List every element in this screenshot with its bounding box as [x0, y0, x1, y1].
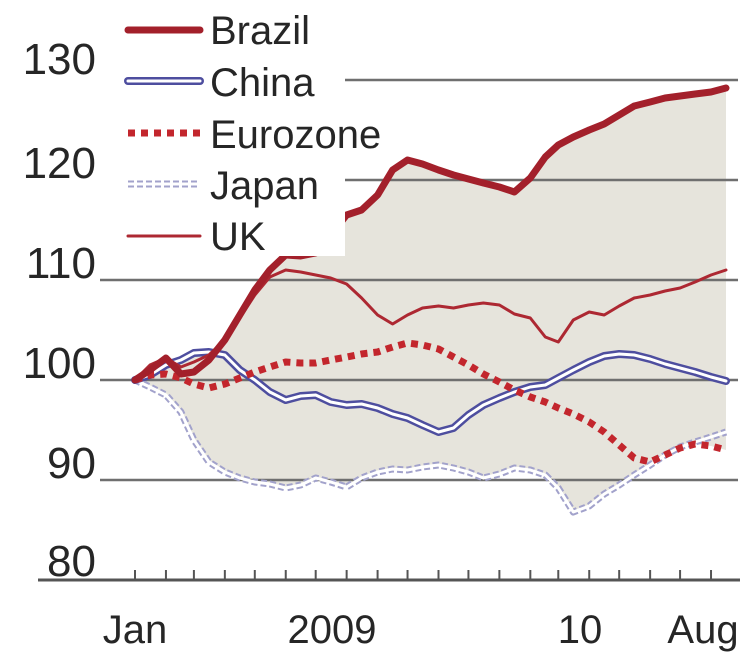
range-band [135, 88, 726, 512]
series-brazil [131, 84, 730, 384]
y-tick-label: 120 [23, 139, 96, 188]
series-line-brazil [131, 84, 730, 384]
series-china [131, 348, 730, 436]
legend-label-china: China [210, 61, 315, 105]
y-tick-label: 130 [23, 35, 96, 84]
legend: Brazil China Eurozone Japan UK [100, 0, 381, 259]
legend-label-brazil: Brazil [210, 9, 310, 53]
series-japan [133, 376, 728, 516]
x-tick-label: 10 [558, 608, 603, 652]
range-band-area [135, 88, 726, 512]
x-tick-label: Jan [103, 608, 168, 652]
series-line-china-inner [133, 350, 728, 434]
series-lines [131, 84, 730, 516]
y-tick-label: 110 [26, 239, 96, 288]
series-line-eurozone [133, 339, 727, 466]
y-tick-label: 90 [47, 439, 96, 488]
y-tick-label: 100 [23, 339, 96, 388]
y-axis-labels: 80 90 100 110 120 130 [23, 35, 96, 586]
series-eurozone [133, 339, 727, 466]
legend-background [100, 0, 345, 256]
x-tick-label: 2009 [288, 608, 377, 652]
series-line-japan-inner [133, 378, 728, 514]
x-axis-labels: Jan 2009 10 Aug [103, 608, 739, 652]
legend-label-uk: UK [210, 215, 266, 259]
legend-label-eurozone: Eurozone [210, 113, 381, 157]
legend-label-japan: Japan [210, 164, 319, 208]
x-axis [38, 570, 740, 582]
y-tick-label: 80 [47, 537, 96, 586]
x-tick-label: Aug [667, 608, 738, 652]
